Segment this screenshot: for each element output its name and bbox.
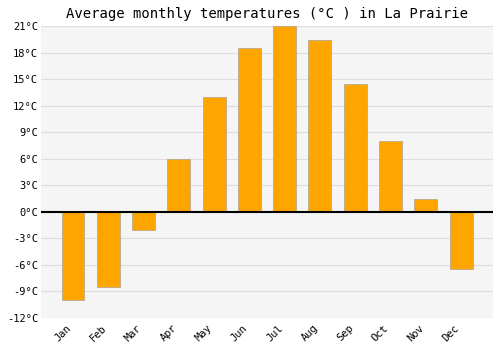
- Bar: [308, 40, 332, 212]
- Bar: [97, 212, 120, 287]
- Bar: [450, 212, 472, 269]
- Bar: [238, 48, 261, 212]
- Bar: [344, 84, 366, 212]
- Bar: [202, 97, 226, 212]
- Title: Average monthly temperatures (°C ) in La Prairie: Average monthly temperatures (°C ) in La…: [66, 7, 468, 21]
- Bar: [62, 212, 84, 300]
- Bar: [379, 141, 402, 212]
- Bar: [414, 198, 437, 212]
- Bar: [273, 26, 296, 212]
- Bar: [168, 159, 190, 212]
- Bar: [132, 212, 155, 230]
